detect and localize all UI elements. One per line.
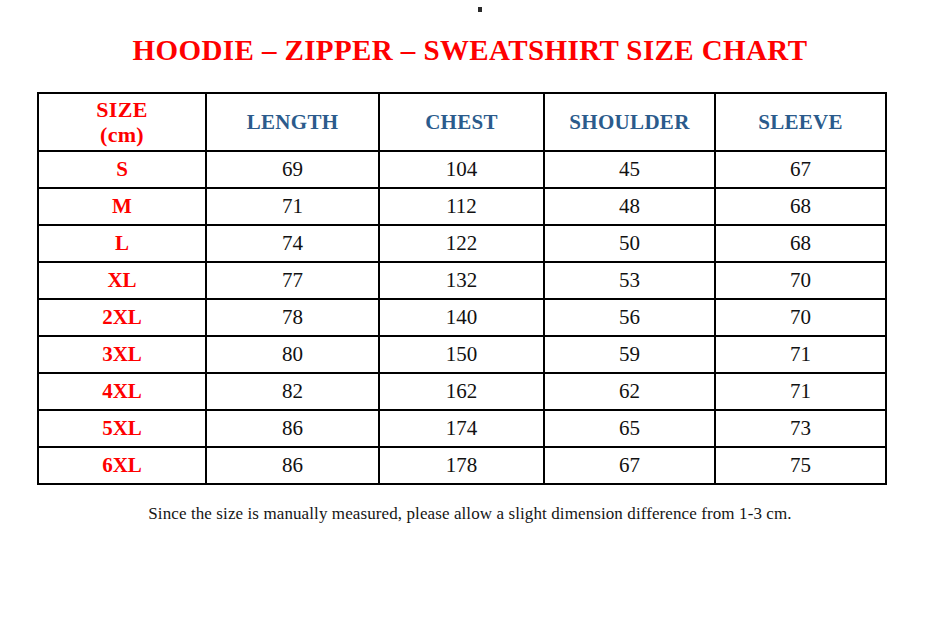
- table-row: L 74 122 50 68: [38, 225, 886, 262]
- measurement-cell: 178: [379, 447, 544, 484]
- size-label-cell: XL: [38, 262, 206, 299]
- measurement-cell: 59: [544, 336, 715, 373]
- measurement-cell: 162: [379, 373, 544, 410]
- measurement-cell: 86: [206, 447, 379, 484]
- measurement-cell: 71: [206, 188, 379, 225]
- table-row: 3XL 80 150 59 71: [38, 336, 886, 373]
- size-header-line1: SIZE: [96, 97, 147, 122]
- measurement-cell: 69: [206, 151, 379, 188]
- measurement-cell: 73: [715, 410, 886, 447]
- table-row: 5XL 86 174 65 73: [38, 410, 886, 447]
- table-row: XL 77 132 53 70: [38, 262, 886, 299]
- measurement-cell: 132: [379, 262, 544, 299]
- table-body: S 69 104 45 67 M 71 112 48 68 L 74 122 5…: [38, 151, 886, 484]
- measurement-cell: 140: [379, 299, 544, 336]
- size-label-cell: L: [38, 225, 206, 262]
- column-header-chest: CHEST: [379, 93, 544, 151]
- measurement-cell: 112: [379, 188, 544, 225]
- measurement-cell: 65: [544, 410, 715, 447]
- stray-dot: [478, 7, 482, 12]
- measurement-cell: 77: [206, 262, 379, 299]
- measurement-cell: 45: [544, 151, 715, 188]
- size-label-cell: M: [38, 188, 206, 225]
- table-row: M 71 112 48 68: [38, 188, 886, 225]
- table-row: 2XL 78 140 56 70: [38, 299, 886, 336]
- column-header-size: SIZE (cm): [38, 93, 206, 151]
- column-header-sleeve: SLEEVE: [715, 93, 886, 151]
- measurement-cell: 67: [715, 151, 886, 188]
- measurement-cell: 150: [379, 336, 544, 373]
- measurement-cell: 62: [544, 373, 715, 410]
- measurement-cell: 70: [715, 262, 886, 299]
- measurement-cell: 78: [206, 299, 379, 336]
- table-row: 4XL 82 162 62 71: [38, 373, 886, 410]
- size-label-cell: 3XL: [38, 336, 206, 373]
- size-label-cell: 4XL: [38, 373, 206, 410]
- size-label-cell: 6XL: [38, 447, 206, 484]
- measurement-cell: 68: [715, 188, 886, 225]
- measurement-cell: 71: [715, 373, 886, 410]
- measurement-cell: 75: [715, 447, 886, 484]
- size-label-cell: 5XL: [38, 410, 206, 447]
- page: { "title": "HOODIE – ZIPPER – SWEATSHIRT…: [0, 0, 940, 623]
- measurement-cell: 68: [715, 225, 886, 262]
- size-label-cell: S: [38, 151, 206, 188]
- table-header: SIZE (cm) LENGTH CHEST SHOULDER SLEEVE: [38, 93, 886, 151]
- table-row: S 69 104 45 67: [38, 151, 886, 188]
- measurement-cell: 74: [206, 225, 379, 262]
- measurement-cell: 82: [206, 373, 379, 410]
- header-row: SIZE (cm) LENGTH CHEST SHOULDER SLEEVE: [38, 93, 886, 151]
- measurement-cell: 71: [715, 336, 886, 373]
- table-row: 6XL 86 178 67 75: [38, 447, 886, 484]
- measurement-cell: 80: [206, 336, 379, 373]
- column-header-length: LENGTH: [206, 93, 379, 151]
- measurement-note: Since the size is manually measured, ple…: [0, 504, 940, 524]
- size-label-cell: 2XL: [38, 299, 206, 336]
- column-header-shoulder: SHOULDER: [544, 93, 715, 151]
- measurement-cell: 56: [544, 299, 715, 336]
- measurement-cell: 50: [544, 225, 715, 262]
- measurement-cell: 86: [206, 410, 379, 447]
- measurement-cell: 48: [544, 188, 715, 225]
- measurement-cell: 104: [379, 151, 544, 188]
- measurement-cell: 70: [715, 299, 886, 336]
- page-title: HOODIE – ZIPPER – SWEATSHIRT SIZE CHART: [20, 34, 920, 67]
- size-chart-table: SIZE (cm) LENGTH CHEST SHOULDER SLEEVE S…: [37, 92, 887, 485]
- size-header-line2: (cm): [100, 122, 144, 147]
- measurement-cell: 53: [544, 262, 715, 299]
- measurement-cell: 174: [379, 410, 544, 447]
- measurement-cell: 122: [379, 225, 544, 262]
- measurement-cell: 67: [544, 447, 715, 484]
